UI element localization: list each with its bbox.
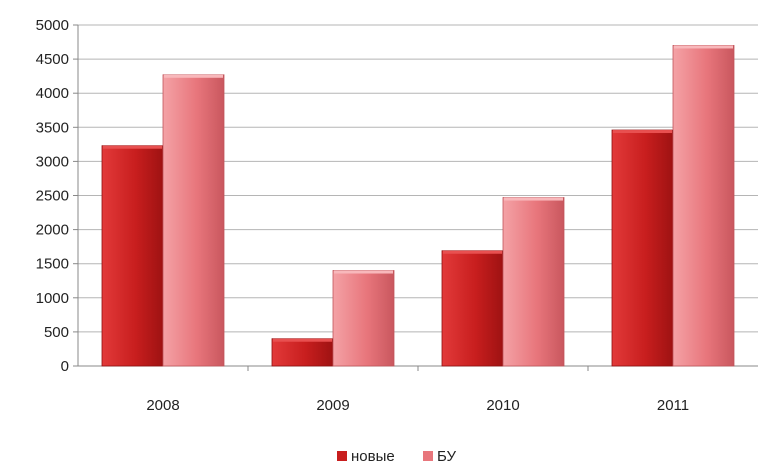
bar-top-highlight [613, 130, 672, 134]
bar-top-highlight [334, 270, 393, 274]
bar-БУ-2009 [332, 270, 395, 367]
y-tick-label: 3500 [36, 119, 69, 136]
bar-новые-2010 [441, 250, 504, 367]
y-tick-label: 4000 [36, 85, 69, 102]
y-tick-label: 1000 [36, 290, 69, 307]
bar-top-highlight [504, 197, 563, 201]
y-tick-label: 3000 [36, 153, 69, 170]
y-tick-label: 4500 [36, 51, 69, 68]
legend-label-series-0: новые [351, 448, 395, 465]
bar-новые-2008 [101, 145, 164, 367]
y-tick-labels: 0 500 1000 1500 2000 2500 3000 3500 4000 4500 5000 [36, 17, 69, 375]
legend-label-series-1: БУ [437, 448, 456, 465]
legend-swatch-series-1 [423, 451, 433, 461]
x-tick-label: 2008 [146, 397, 179, 414]
bar-top-highlight [674, 45, 733, 49]
y-tick-label: 500 [44, 324, 69, 341]
legend-swatch-series-0 [337, 451, 347, 461]
x-tick-labels: 2008 2009 2010 2011 [146, 397, 689, 414]
y-tick-label: 2500 [36, 188, 69, 205]
x-tick-label: 2009 [316, 397, 349, 414]
bar-новые-2011 [611, 129, 674, 367]
y-tick-label: 5000 [36, 17, 69, 34]
bar-top-highlight [273, 338, 332, 342]
bar-БУ-2010 [502, 197, 565, 367]
bar-БУ-2011 [672, 45, 735, 367]
y-tick-label: 0 [61, 358, 69, 375]
y-tick-label: 1500 [36, 256, 69, 273]
bar-БУ-2008 [162, 74, 225, 367]
x-tick-label: 2010 [486, 397, 519, 414]
bar-top-highlight [443, 250, 502, 254]
y-tick-label: 2000 [36, 222, 69, 239]
x-tick-label: 2011 [657, 397, 689, 414]
bar-top-highlight [103, 145, 162, 149]
bar-top-highlight [164, 74, 223, 78]
bars [101, 45, 735, 367]
legend: новые БУ [337, 448, 456, 465]
bar-новые-2009 [271, 338, 334, 367]
